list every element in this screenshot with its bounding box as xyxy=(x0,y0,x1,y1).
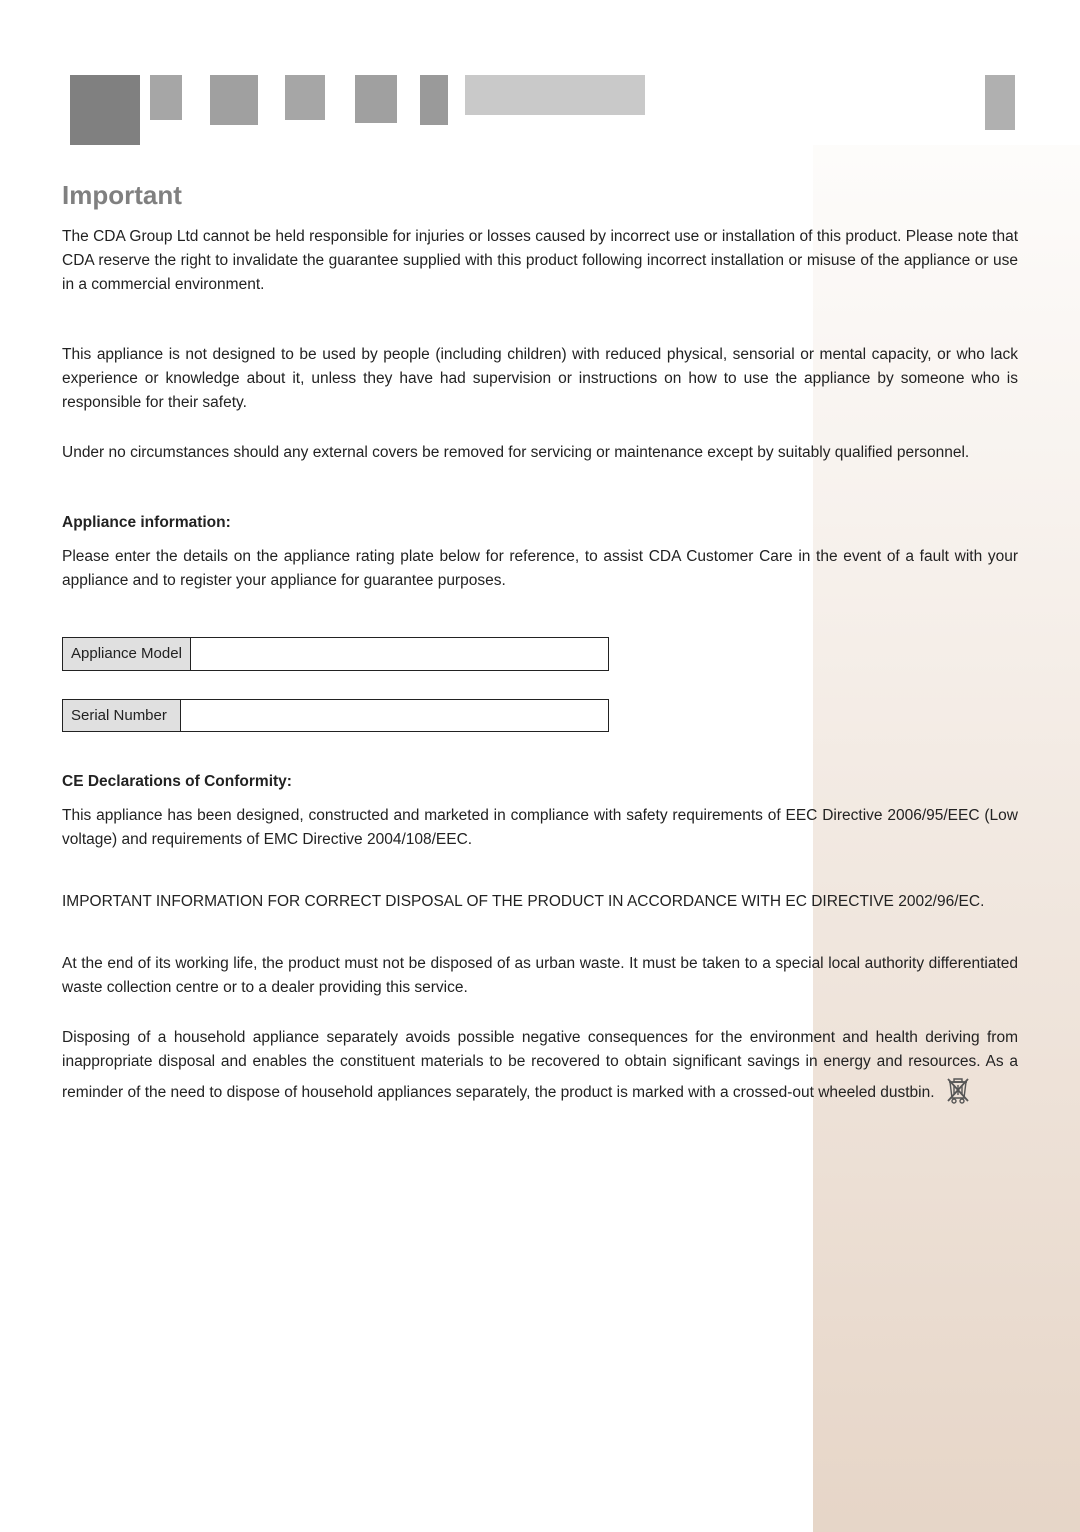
section-title-appliance-info: Appliance information: xyxy=(62,511,1018,535)
header-bar xyxy=(420,75,448,125)
header-decorative-bars xyxy=(0,75,1080,145)
header-bar xyxy=(355,75,397,123)
page-content: Important The CDA Group Ltd cannot be he… xyxy=(62,175,1018,1120)
table-label-model: Appliance Model xyxy=(63,638,191,670)
header-bar xyxy=(465,75,645,115)
paragraph-disclaimer: The CDA Group Ltd cannot be held respons… xyxy=(62,225,1018,297)
table-value-serial[interactable] xyxy=(181,699,609,731)
table-label-serial: Serial Number xyxy=(63,699,181,731)
table-value-model[interactable] xyxy=(190,638,608,670)
serial-number-table: Serial Number xyxy=(62,699,609,732)
paragraph-appliance-info: Please enter the details on the applianc… xyxy=(62,545,1018,593)
paragraph-safety-users: This appliance is not designed to be use… xyxy=(62,343,1018,415)
header-bar xyxy=(150,75,182,120)
paragraph-ce: This appliance has been designed, constr… xyxy=(62,804,1018,852)
header-bar xyxy=(0,75,70,120)
appliance-model-table: Appliance Model xyxy=(62,637,609,670)
header-bar xyxy=(210,75,258,125)
paragraph-disposal-2-text: Disposing of a household appliance separ… xyxy=(62,1029,1018,1101)
paragraph-disposal-heading: IMPORTANT INFORMATION FOR CORRECT DISPOS… xyxy=(62,890,1018,914)
paragraph-disposal-1: At the end of its working life, the prod… xyxy=(62,952,1018,1000)
paragraph-servicing: Under no circumstances should any extern… xyxy=(62,441,1018,465)
crossed-dustbin-icon xyxy=(945,1074,971,1112)
header-bar xyxy=(285,75,325,120)
paragraph-disposal-2: Disposing of a household appliance separ… xyxy=(62,1026,1018,1112)
page-title: Important xyxy=(62,175,1018,215)
section-title-ce: CE Declarations of Conformity: xyxy=(62,770,1018,794)
header-bar xyxy=(985,75,1015,130)
header-bar xyxy=(70,75,140,145)
